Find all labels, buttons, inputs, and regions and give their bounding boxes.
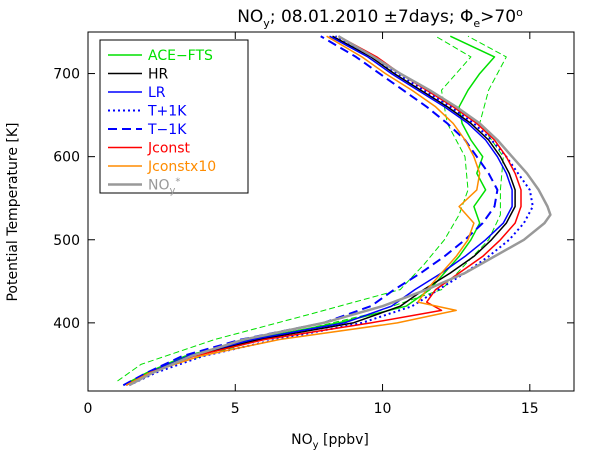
- series-line-3: [125, 35, 516, 386]
- legend-label-2: LR: [148, 85, 166, 101]
- series-line-2: [117, 35, 472, 382]
- xlabel-sub: y: [313, 440, 319, 451]
- series-line-4: [125, 35, 513, 386]
- series-line-0: [122, 35, 496, 386]
- y-tick-label: 700: [53, 67, 80, 83]
- y-tick-label: 400: [53, 316, 80, 332]
- plot-frame: [87, 31, 575, 392]
- y-axis: 400 500 600 700: [53, 67, 574, 332]
- legend-label-0: ACE−FTS: [148, 48, 213, 64]
- x-tick-label: 15: [521, 401, 539, 417]
- chart-title: NOy; 08.01.2010 ±7days; Φe>70o: [237, 6, 523, 30]
- title-main: NO: [237, 7, 263, 27]
- xlabel-rest: [ppbv]: [319, 432, 369, 448]
- legend: ACE−FTS HR LR T+1K T−1K Jconst Jconstx10 NOy*: [99, 39, 249, 197]
- series-layer: [117, 35, 552, 387]
- series-line-9: [128, 35, 552, 387]
- title-sub: y: [263, 17, 270, 30]
- legend-label-3: T+1K: [147, 104, 187, 120]
- x-tick-label: 5: [231, 401, 240, 417]
- legend-label-5: Jconst: [147, 141, 191, 157]
- legend-label-7: NOy*: [148, 177, 180, 197]
- title-sub2: e: [473, 17, 480, 30]
- legend-label-1: HR: [148, 67, 169, 83]
- y-tick-label: 600: [53, 150, 80, 166]
- title-rest2: >70: [480, 7, 516, 27]
- series-line-8: [125, 35, 481, 386]
- x-tick-label: 10: [374, 401, 392, 417]
- series-line-1: [134, 35, 507, 382]
- legend-label-6: Jconstx10: [147, 159, 216, 175]
- y-axis-label: Potential Temperature [K]: [5, 122, 21, 301]
- x-tick-label: 0: [84, 401, 93, 417]
- x-axis: 0 5 10 15: [84, 32, 539, 417]
- series-line-7: [125, 35, 522, 386]
- legend-label-4: T−1K: [147, 122, 187, 138]
- y-tick-label: 500: [53, 233, 80, 249]
- xlabel-main: NO: [291, 432, 313, 448]
- title-sup: o: [516, 6, 523, 19]
- x-axis-label: NOy [ppbv]: [291, 432, 369, 451]
- title-rest1: ; 08.01.2010 ±7days; Φ: [270, 7, 474, 27]
- legend-box: [99, 39, 249, 194]
